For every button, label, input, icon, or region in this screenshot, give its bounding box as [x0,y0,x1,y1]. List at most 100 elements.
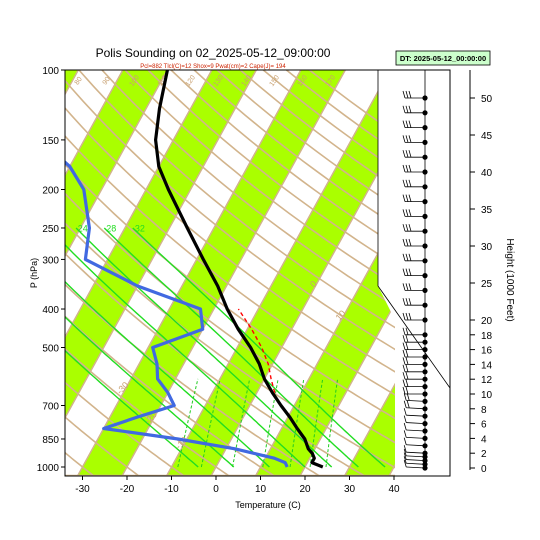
barb-flag [405,209,409,217]
x-tick-label: 30 [344,484,356,495]
barb-flag [402,253,406,261]
barb-flag [405,372,409,380]
barb-flag [403,393,407,401]
barb-shaft [406,429,426,432]
skewed-temperature-label: 0 [308,279,319,289]
barb-panel-mask [395,70,450,476]
barb-flag [405,164,409,173]
barb-flag [408,253,412,261]
plot-area: 8121620242832 -30-20-1001020304050809010… [0,52,450,476]
barb-flag [408,105,412,113]
barb-flag [408,224,412,232]
barb-shaft [406,459,426,461]
barb-flag [408,135,412,143]
plot-frame [64,69,451,477]
height-tick-label: 18 [481,331,493,342]
mixing-ratio-label: 32 [135,224,145,234]
dry-adiabat [77,70,450,361]
barb-flag [405,90,409,99]
mixing-ratio-line [200,378,221,468]
height-tick-label: 6 [481,420,487,431]
mixing-ratio-label: 28 [106,224,116,234]
p-tick-label: 700 [42,402,59,413]
x-axis-label: Temperature (C) [235,500,301,510]
barb-flag [408,120,412,128]
barb-flag [408,268,412,276]
barb-flag [405,364,409,372]
barb-flag [403,448,407,456]
barb-flag [402,238,406,247]
axes: -30 -20 -10 0 10 20 30 401001502002503004005007… [37,66,493,495]
barb-flag [405,179,409,187]
barb-flag [405,194,409,202]
barb-shaft [406,444,426,447]
mixing-ratio-line [325,378,339,468]
barb-flag [405,379,409,387]
barb-flag [408,209,412,217]
barb-flag [405,283,409,291]
barb-flag [403,459,407,468]
isotherm-band [299,201,450,476]
barb-flag [405,150,409,158]
barb-panel-diagonal-mask [378,70,395,320]
dt-label: DT: 2025-05-12_00:00:00 [400,54,486,63]
barb-flag [405,386,409,395]
barb-flag [405,312,409,321]
barb-flag [405,238,409,247]
barb-flag [402,224,406,232]
height-tick-label: 16 [481,346,493,357]
barb-flag [402,120,406,128]
dry-adiabat [65,106,450,405]
isotherm-label: 90 [102,76,112,86]
barb-flag [402,164,406,173]
isotherm-band [121,70,391,476]
barb-flag [405,298,409,306]
barb-shaft [406,462,426,465]
barb-flag [402,135,406,143]
series-line-parcel [237,308,276,393]
barb-shaft [406,436,426,439]
barb-flag [402,357,406,365]
height-tick-label: 0 [481,464,487,475]
barb-flag [408,150,412,158]
barb-flag [403,422,407,431]
barb-flag [408,164,412,173]
isotherm-band [165,70,436,476]
dry-adiabat [0,52,48,476]
barb-flag [405,335,409,343]
moist-adiabat [65,243,306,468]
x-tick-label: -20 [120,484,135,495]
x-tick-label: 10 [255,484,267,495]
barb-flag [402,312,406,321]
moist-adiabat [132,227,386,468]
barb-flag [402,105,406,113]
barb-flag [402,349,406,358]
p-tick-label: 1000 [37,463,60,474]
mixing-ratio-line [177,378,199,468]
barb-flag [402,335,406,343]
barb-flag [402,268,406,276]
moist-adiabat [65,349,199,468]
barb-flag [402,194,406,202]
barb-flag [403,456,407,464]
barb-flag [402,209,406,217]
height-tick-label: 35 [481,205,493,216]
wind-barbs [402,70,428,471]
dry-adiabat [65,252,365,476]
p-tick-label: 200 [42,186,59,197]
barb-flag [405,342,409,350]
dry-adiabat [100,70,450,340]
barb-shaft [406,422,426,424]
barb-flag [402,179,406,187]
barb-flag [402,364,406,372]
panel-divider [377,70,451,389]
barb-flag [405,349,409,358]
skewed-temperature-label: 10 [334,308,348,322]
dry-adiabat [65,222,410,476]
chart-title: Polis Sounding on 02_2025-05-12_09:00:00 [96,46,331,60]
mixing-ratio-label: 24 [78,224,88,234]
barb-flag [405,327,409,335]
barb-flag [405,120,409,128]
barb-flag [405,224,409,232]
barb-flag [406,400,410,408]
